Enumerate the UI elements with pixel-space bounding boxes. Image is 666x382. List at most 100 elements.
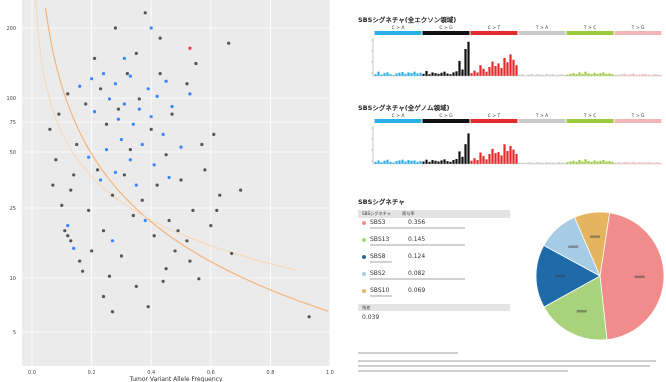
description-placeholder (370, 261, 392, 263)
signature-bar (476, 160, 479, 164)
plot-background (22, 0, 330, 366)
signature-bar (437, 161, 440, 164)
signature-bar (644, 162, 647, 164)
scatter-point (173, 249, 177, 253)
signature-bar (473, 70, 476, 76)
signature-bar (479, 65, 482, 76)
signature-bar (485, 159, 488, 164)
signature-bar (641, 73, 644, 76)
signature-bar (527, 162, 530, 164)
scatter-point (87, 208, 91, 212)
scatter-point (69, 239, 73, 243)
scatter-point (75, 142, 79, 147)
signature-bar (419, 161, 422, 164)
signature-bar (389, 161, 392, 164)
residual-value: 0.039 (362, 314, 380, 321)
signature-bar (608, 161, 611, 164)
mutation-class-bar (470, 31, 518, 35)
scatter-point (98, 87, 103, 91)
signature-bar (494, 153, 497, 164)
signature-bar (590, 74, 593, 76)
scatter-point (78, 84, 82, 88)
signature-bar (650, 162, 653, 164)
scatter-point (107, 274, 112, 278)
signature-bar (566, 74, 569, 76)
signature-bar (443, 159, 446, 164)
signature-bar (557, 162, 560, 164)
signature-bar (659, 162, 662, 164)
signature-bar (506, 151, 509, 164)
legend-dot (362, 289, 366, 293)
signature-value: 0.069 (408, 287, 426, 294)
signature-bar (653, 74, 656, 76)
signature-bar (539, 74, 542, 76)
signature-bar (560, 74, 563, 76)
scatter-point (164, 267, 168, 271)
legend-dot (362, 272, 366, 276)
signature-bar (497, 63, 500, 76)
signature-bar (380, 162, 383, 164)
footnote-line (358, 352, 458, 354)
scatter-point (155, 183, 159, 187)
pie-slice-label (568, 245, 579, 248)
scatter-point (200, 142, 204, 147)
signature-bar (551, 162, 554, 164)
scatter-point (116, 107, 121, 111)
scatter-point (149, 26, 153, 30)
description-placeholder (370, 278, 465, 280)
mutation-class-label: T > C (583, 25, 597, 31)
signature-bar (551, 74, 554, 76)
pie-slice (535, 244, 601, 308)
signature-bar (446, 161, 449, 164)
genome-signature-title: SBSシグネチャ(全ゲノム領域) (358, 104, 450, 112)
signature-value: 0.082 (408, 270, 426, 277)
signature-bar (623, 73, 626, 76)
signature-bar (488, 67, 491, 76)
y-tick-label: 200 (6, 26, 16, 32)
scatter-point (122, 102, 126, 106)
mutation-class-label: T > C (583, 113, 597, 119)
signature-bar (491, 148, 494, 164)
signature-bar (434, 73, 437, 76)
signature-bar (542, 162, 545, 164)
scatter-point (164, 79, 168, 83)
signature-bar (422, 161, 425, 164)
signature-name: SBS10 (370, 287, 390, 294)
mutation-class-label: C > G (439, 25, 453, 31)
table-row: SBS2 0.082 (358, 269, 508, 286)
scatter-point (119, 254, 123, 258)
signature-bar (440, 160, 443, 164)
signature-bar (398, 160, 401, 164)
x-axis-title: Tumor Variant Allele Frequency (128, 376, 222, 382)
signature-bar (518, 162, 521, 164)
signature-bar (419, 72, 422, 76)
scatter-point (170, 104, 174, 109)
scatter-point (140, 198, 144, 202)
scatter-point (122, 173, 126, 177)
scatter-point (69, 188, 73, 192)
signature-bar (644, 74, 647, 76)
signature-bar (464, 144, 467, 164)
mutation-class-bar (566, 119, 614, 123)
scatter-point (87, 155, 91, 159)
scatter-point (185, 239, 189, 243)
y-tick-label: 75 (10, 120, 16, 126)
signature-bar (620, 74, 623, 76)
signature-bar (620, 162, 623, 164)
pie-slice-label (589, 235, 600, 238)
signature-bar (500, 155, 503, 164)
scatter-point (176, 229, 180, 233)
scatter-point (60, 203, 64, 207)
scatter-point (203, 168, 207, 172)
scatter-point (101, 72, 106, 76)
mutation-class-label: T > G (631, 113, 645, 119)
scatter-point (95, 168, 100, 172)
signature-bar (512, 149, 515, 164)
signature-value: 0.124 (408, 253, 426, 260)
signature-bar (404, 73, 407, 76)
signature-bar (530, 73, 533, 76)
signature-bar (539, 162, 542, 164)
signature-bar (503, 58, 506, 76)
signature-bar (536, 74, 539, 76)
signature-bar (641, 162, 644, 164)
